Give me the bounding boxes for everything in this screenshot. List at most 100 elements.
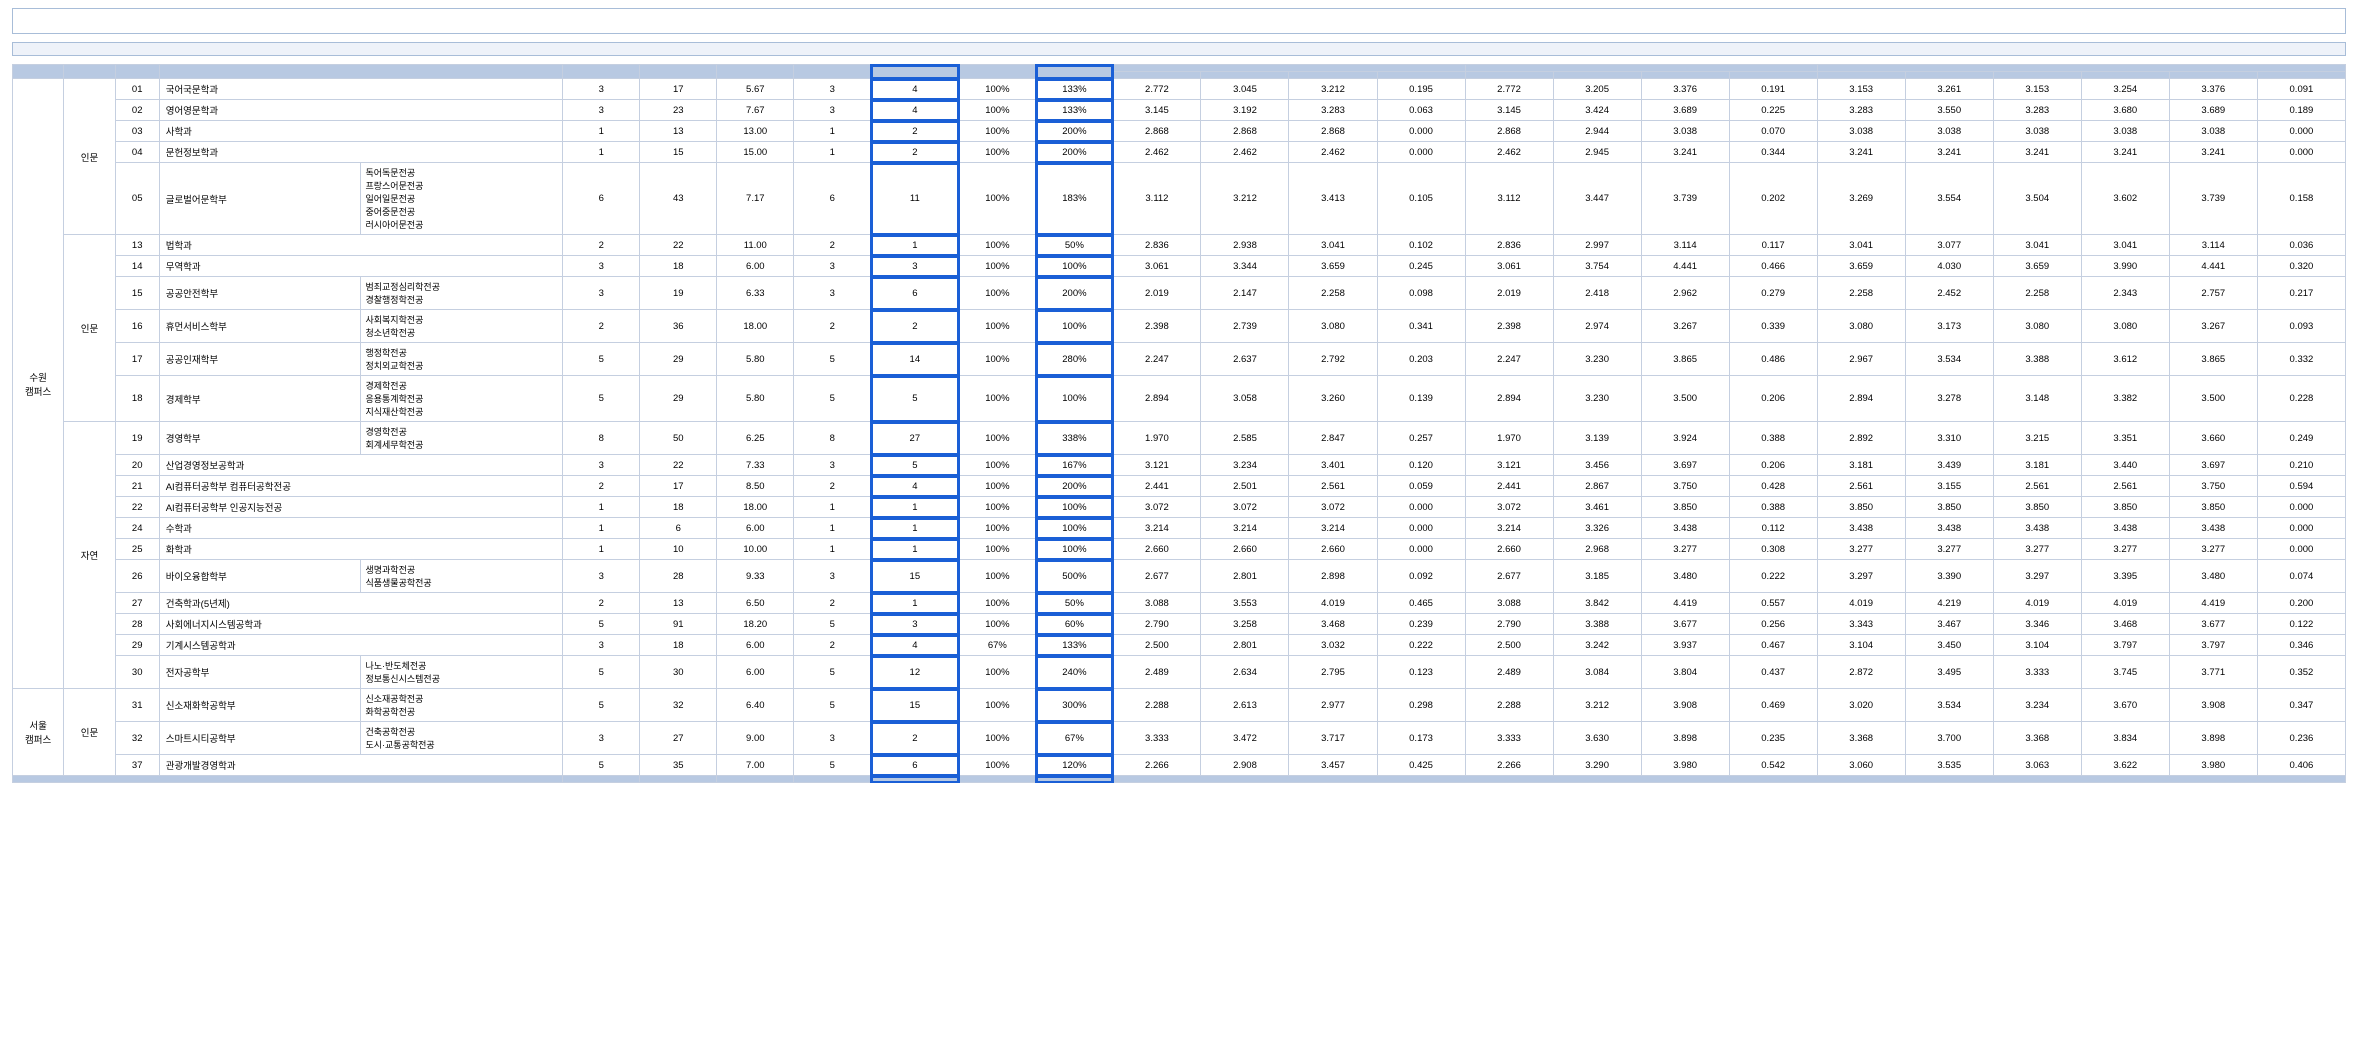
choejong-cell: 3.088	[1465, 593, 1553, 614]
table-row: 27건축학과(5년제)2136.5021100%50%3.0883.5534.0…	[13, 593, 2346, 614]
choejongreg-cell: 2.258	[1817, 277, 1905, 310]
dr-cell: 100%	[959, 689, 1036, 722]
choejongreg-cell: 2.561	[1993, 476, 2081, 497]
code-cell: 13	[115, 235, 159, 256]
choejongreg-cell: 2.894	[1817, 376, 1905, 422]
rate-cell: 7.33	[717, 455, 794, 476]
mojip-cell: 8	[563, 422, 640, 455]
choejongreg-cell: 3.104	[1993, 635, 2081, 656]
choejong-cell: 2.944	[1553, 121, 1641, 142]
sub-cell: 행정학전공 정치외교학전공	[361, 343, 563, 376]
choejongreg-cell: 3.063	[1993, 755, 2081, 776]
table-row: 30전자공학부나노·반도체전공 정보통신시스템전공5306.00512100%2…	[13, 656, 2346, 689]
choejongreg-cell: 0.036	[2257, 235, 2345, 256]
choejongreg-cell: 3.277	[1905, 539, 1993, 560]
choejongreg-cell: 0.346	[2257, 635, 2345, 656]
choejongreg-cell: 3.241	[2081, 142, 2169, 163]
choejong-cell: 3.850	[1641, 497, 1729, 518]
choejongreg-cell: 3.181	[1993, 455, 2081, 476]
choecho-cell: 0.059	[1377, 476, 1465, 497]
choecho-cell: 2.462	[1113, 142, 1201, 163]
reg-cell: 3	[794, 722, 871, 755]
choejongreg-cell: 3.697	[2169, 455, 2257, 476]
reg-cell: 1	[794, 142, 871, 163]
choejong-cell: 2.266	[1465, 755, 1553, 776]
choejong-cell: 3.689	[1641, 100, 1729, 121]
choejongreg-cell: 4.441	[2169, 256, 2257, 277]
choejongreg-cell: 3.041	[2081, 235, 2169, 256]
h-a-max	[1113, 72, 1201, 79]
choecho-cell: 2.801	[1201, 560, 1289, 593]
mojip-cell: 2	[563, 310, 640, 343]
choejongreg-cell: 3.908	[2169, 689, 2257, 722]
cw-cell: 200%	[1036, 121, 1113, 142]
choejong-cell: 2.868	[1465, 121, 1553, 142]
rate-cell: 7.17	[717, 163, 794, 235]
reg-cell: 2	[794, 593, 871, 614]
reg-cell: 3	[794, 79, 871, 100]
choecho-cell: 2.772	[1113, 79, 1201, 100]
choejongreg-cell: 2.967	[1817, 343, 1905, 376]
rate-cell: 6.00	[717, 518, 794, 539]
mojip-cell: 5	[563, 343, 640, 376]
h-b-max	[1465, 72, 1553, 79]
yebi-cell: 2	[871, 310, 959, 343]
choejong-cell: 0.308	[1729, 539, 1817, 560]
results-table: 수원 캠퍼스인문01국어국문학과3175.6734100%133%2.7723.…	[12, 64, 2346, 783]
choejongreg-cell: 3.850	[1993, 497, 2081, 518]
table-row: 03사학과11313.0012100%200%2.8682.8682.8680.…	[13, 121, 2346, 142]
yebi-cell: 2	[871, 722, 959, 755]
cw-cell: 100%	[1036, 256, 1113, 277]
choejongreg-cell: 3.104	[1817, 635, 1905, 656]
choejongreg-cell: 3.382	[2081, 376, 2169, 422]
code-cell: 14	[115, 256, 159, 277]
h-c-max	[1817, 72, 1905, 79]
choecho-cell: 3.457	[1289, 755, 1377, 776]
mojip-cell: 1	[563, 539, 640, 560]
jiwon-cell: 91	[640, 614, 717, 635]
choejongreg-cell: 0.228	[2257, 376, 2345, 422]
mojip-cell: 5	[563, 376, 640, 422]
choejong-cell: 2.288	[1465, 689, 1553, 722]
h-c-50	[1993, 72, 2081, 79]
gyeyeol-cell: 인문	[64, 689, 115, 776]
table-row: 29기계시스템공학과3186.002467%133%2.5002.8013.03…	[13, 635, 2346, 656]
choejongreg-cell: 3.277	[2169, 539, 2257, 560]
jiwon-cell: 23	[640, 100, 717, 121]
choejong-cell: 0.235	[1729, 722, 1817, 755]
choejong-cell: 0.206	[1729, 455, 1817, 476]
code-cell: 30	[115, 656, 159, 689]
choejong-cell: 3.739	[1641, 163, 1729, 235]
choecho-cell: 2.868	[1289, 121, 1377, 142]
choecho-cell: 3.344	[1201, 256, 1289, 277]
sum-mojip	[563, 776, 640, 783]
choecho-cell: 2.489	[1113, 656, 1201, 689]
cw-cell: 133%	[1036, 635, 1113, 656]
choejongreg-cell: 0.000	[2257, 142, 2345, 163]
rate-cell: 18.00	[717, 310, 794, 343]
sum-cw	[1036, 776, 1113, 783]
choejongreg-cell: 3.739	[2169, 163, 2257, 235]
choejong-cell: 3.061	[1465, 256, 1553, 277]
choecho-cell: 2.868	[1113, 121, 1201, 142]
dr-cell: 100%	[959, 422, 1036, 455]
unit-cell: 휴먼서비스학부	[159, 310, 361, 343]
table-row: 자연19경영학부경영학전공 회계세무학전공8506.25827100%338%1…	[13, 422, 2346, 455]
choejong-cell: 3.230	[1553, 376, 1641, 422]
choecho-cell: 2.258	[1289, 277, 1377, 310]
choecho-cell: 2.147	[1201, 277, 1289, 310]
choejongreg-cell: 3.670	[2081, 689, 2169, 722]
cw-cell: 200%	[1036, 142, 1113, 163]
choejongreg-cell: 0.091	[2257, 79, 2345, 100]
unit-cell: 국어국문학과	[159, 79, 563, 100]
choejong-cell: 3.388	[1553, 614, 1641, 635]
choecho-cell: 0.000	[1377, 539, 1465, 560]
table-row: 32스마트시티공학부건축공학전공 도시·교통공학전공3279.0032100%6…	[13, 722, 2346, 755]
jiwon-cell: 22	[640, 455, 717, 476]
choecho-cell: 3.058	[1201, 376, 1289, 422]
choejongreg-cell: 3.153	[1817, 79, 1905, 100]
cw-cell: 67%	[1036, 722, 1113, 755]
choejong-cell: 0.070	[1729, 121, 1817, 142]
cw-cell: 133%	[1036, 79, 1113, 100]
choecho-cell: 2.266	[1113, 755, 1201, 776]
